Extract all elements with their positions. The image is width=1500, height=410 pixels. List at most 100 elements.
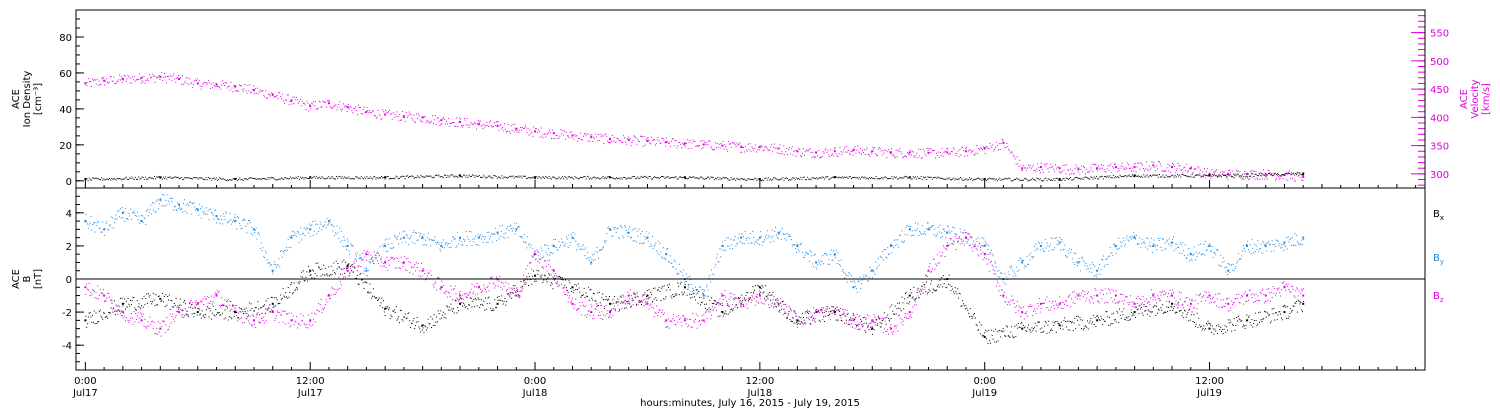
velocity-point — [440, 119, 443, 122]
velocity-sample — [503, 130, 505, 132]
density-sample — [678, 176, 680, 178]
by-sample — [1200, 254, 1202, 256]
velocity-sample — [945, 150, 947, 152]
velocity-sample — [639, 135, 641, 137]
bz-sample — [508, 287, 510, 289]
by-sample — [1105, 258, 1107, 260]
velocity-sample — [1104, 171, 1106, 173]
velocity-sample — [813, 156, 815, 158]
by-sample — [324, 221, 326, 223]
bz-sample — [484, 287, 486, 289]
bz-sample — [227, 300, 229, 302]
bz-sample — [210, 300, 212, 302]
bz-sample — [623, 296, 625, 298]
by-sample — [100, 231, 102, 233]
velocity-sample — [229, 89, 231, 91]
by-sample — [143, 217, 145, 219]
density-sample — [988, 178, 990, 180]
by-sample — [968, 244, 970, 246]
bz-sample — [571, 297, 573, 299]
velocity-sample — [1068, 169, 1070, 171]
by-sample — [286, 246, 288, 248]
by-sample — [1252, 247, 1254, 249]
density-sample — [950, 179, 952, 181]
velocity-sample — [432, 122, 434, 124]
velocity-sample — [371, 112, 373, 114]
bz-sample — [200, 300, 202, 302]
density-sample — [580, 176, 582, 178]
velocity-sample — [1132, 170, 1134, 172]
by-sample — [1060, 239, 1062, 241]
by-sample — [1215, 254, 1217, 256]
by-sample — [311, 224, 313, 226]
velocity-sample — [397, 116, 399, 118]
by-sample — [392, 247, 394, 249]
by-sample — [1254, 250, 1256, 252]
by-sample — [761, 244, 763, 246]
by-sample — [714, 266, 716, 268]
density-sample — [140, 177, 142, 179]
by-sample — [1039, 249, 1041, 251]
density-sample — [986, 178, 988, 180]
density-sample — [1134, 176, 1136, 178]
by-sample — [882, 250, 884, 252]
velocity-sample — [526, 132, 528, 134]
density-sample — [1279, 175, 1281, 177]
by-sample — [641, 230, 643, 232]
density-sample — [304, 176, 306, 178]
by-sample — [748, 237, 750, 239]
bz-sample — [383, 265, 385, 267]
by-sample — [1101, 258, 1103, 260]
by-sample — [1016, 266, 1018, 268]
by-sample — [388, 243, 390, 245]
by-point — [590, 261, 593, 264]
velocity-sample — [549, 129, 551, 131]
density-sample — [233, 178, 235, 180]
velocity-sample — [394, 113, 396, 115]
velocity-sample — [357, 114, 359, 116]
by-sample — [103, 234, 105, 236]
by-sample — [400, 237, 402, 239]
axis-ticks: 020406080300350400450500550-4-20240:00Ju… — [59, 15, 1449, 399]
by-sample — [1150, 245, 1152, 247]
velocity-point — [890, 151, 893, 154]
density-sample — [1127, 175, 1129, 177]
by-sample — [613, 227, 615, 229]
by-sample — [929, 228, 931, 230]
velocity-sample — [1205, 171, 1207, 173]
by-sample — [412, 232, 414, 234]
velocity-sample — [995, 146, 997, 148]
by-sample — [270, 265, 272, 267]
velocity-sample — [765, 146, 767, 148]
velocity-point — [215, 83, 218, 86]
velocity-sample — [652, 140, 654, 142]
by-sample — [871, 269, 873, 271]
velocity-sample — [624, 141, 626, 143]
density-sample — [529, 177, 531, 179]
bz-point — [140, 319, 143, 322]
velocity-sample — [1177, 162, 1179, 164]
by-sample — [507, 236, 509, 238]
velocity-sample — [97, 84, 99, 86]
by-sample — [832, 259, 834, 261]
by-sample — [895, 239, 897, 241]
by-sample — [399, 238, 401, 240]
density-sample — [834, 176, 836, 178]
bz-sample — [569, 295, 571, 297]
bz-sample — [307, 327, 309, 329]
by-sample — [246, 232, 248, 234]
velocity-sample — [802, 148, 804, 150]
density-sample — [783, 179, 785, 181]
by-sample — [1248, 251, 1250, 253]
density-sample — [142, 176, 144, 178]
by-sample — [1076, 261, 1078, 263]
velocity-sample — [261, 90, 263, 92]
by-point — [1114, 244, 1117, 247]
by-sample — [837, 252, 839, 254]
density-sample — [149, 176, 151, 178]
bz-sample — [262, 320, 264, 322]
density-sample — [787, 179, 789, 181]
by-sample — [853, 280, 855, 282]
density-sample — [531, 177, 533, 179]
velocity-sample — [560, 129, 562, 131]
